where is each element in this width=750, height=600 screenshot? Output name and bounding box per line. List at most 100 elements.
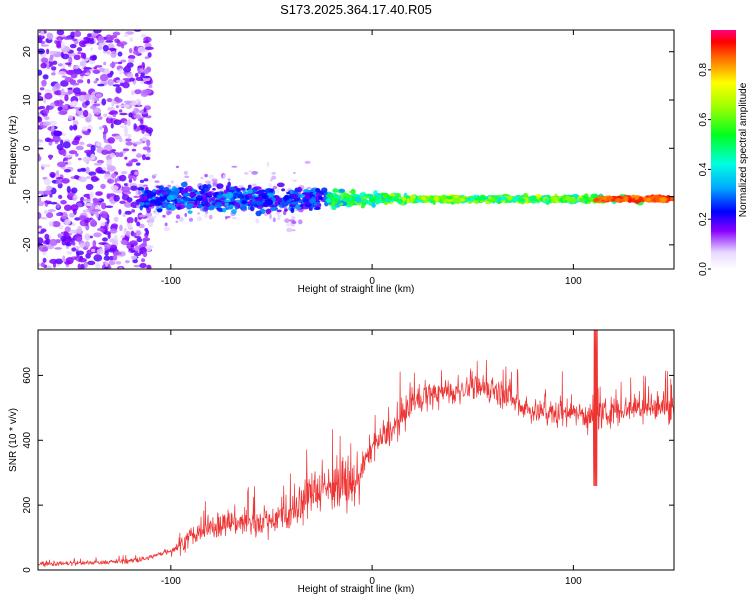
spectrogram-cell (160, 196, 166, 202)
spectrogram-cell (42, 250, 47, 256)
spectrogram-cell (103, 61, 107, 66)
snr-series-line (38, 330, 674, 568)
spectrogram-cell (276, 211, 280, 215)
spectrogram-cell (331, 205, 337, 210)
spectrogram-cell (433, 195, 440, 202)
spectrogram-cell (82, 130, 90, 135)
spectrogram-cell (146, 193, 154, 199)
spectrogram-y-label: Frequency (Hz) (8, 116, 19, 185)
spectrogram-cell (208, 197, 212, 203)
spectrogram-cell (117, 61, 123, 65)
spectrogram-cell (76, 47, 83, 52)
spectrogram-cell (61, 149, 67, 157)
spectrogram-cell (40, 44, 50, 47)
spectrogram-cell (252, 183, 257, 187)
spectrogram-cell (369, 198, 376, 203)
spectrogram-cell (277, 217, 281, 221)
spectrogram-cell (136, 237, 143, 243)
spectrogram-cell (225, 185, 230, 191)
spectrogram-cell (152, 192, 157, 197)
spectrogram-cell (48, 50, 58, 55)
spectrogram-cell (182, 193, 189, 198)
spectrogram-cell (77, 51, 82, 55)
spectrogram-cell (70, 204, 79, 212)
spectrogram-cell (48, 141, 53, 146)
spectrogram-cell (421, 196, 427, 201)
spectrogram-cell (97, 45, 103, 51)
spectrogram-cell (82, 198, 91, 202)
spectrogram-cell (101, 149, 109, 155)
colorbar-label: Normalized spectral amplitude (738, 82, 749, 217)
spectrogram-cell (57, 161, 66, 168)
spectrogram-cell (77, 79, 84, 84)
spectrogram-cell (143, 81, 152, 85)
chart-title: S173.2025.364.17.40.R05 (280, 2, 432, 17)
spectrogram-cell (65, 242, 72, 247)
spectrogram-cell (212, 187, 216, 191)
spectrogram-cell (48, 154, 53, 161)
spectrogram-cell (271, 171, 277, 175)
spectrogram-cell (212, 180, 218, 187)
spectrogram-cell (44, 210, 48, 214)
spectrogram-cell (75, 250, 85, 256)
spectrogram-cell (131, 209, 136, 213)
spectrogram-cell (107, 106, 115, 112)
spectrogram-cell (78, 40, 88, 48)
spectrogram-cell (134, 216, 138, 223)
spectrogram-cell (188, 191, 197, 198)
spectrogram-cell (93, 66, 98, 70)
spectrogram-cell (627, 197, 632, 204)
spectrogram-cell (46, 265, 52, 269)
spectrogram-cell (78, 257, 87, 263)
spectrogram-cell (61, 53, 70, 60)
spectrogram-cell (43, 200, 52, 204)
spectrogram-cell (72, 124, 78, 131)
spectrogram-cell (97, 116, 103, 120)
spectrogram-cell (80, 196, 85, 203)
y-tick-label: -20 (22, 237, 33, 252)
spectrogram-cell (49, 258, 58, 265)
spectrogram-cell (248, 170, 252, 173)
spectrogram-cell (466, 197, 471, 201)
spectrogram-cell (50, 201, 58, 205)
spectrogram-marks (38, 30, 674, 269)
spectrogram-cell (267, 183, 273, 188)
spectrogram-cell (298, 198, 303, 204)
spectrogram-cell (38, 111, 41, 116)
spectrogram-cell (73, 65, 79, 70)
spectrogram-cell (89, 32, 99, 37)
spectrogram-cell (41, 57, 49, 64)
spectrogram-cell (55, 170, 60, 176)
spectrogram-cell (139, 179, 145, 184)
spectrogram-cell (321, 187, 328, 193)
spectrogram-cell (60, 199, 67, 205)
spectrogram-cell (257, 195, 264, 202)
spectrogram-cell (115, 79, 124, 83)
spectrogram-cell (58, 110, 68, 115)
spectrogram-cell (338, 188, 345, 193)
spectrogram-cell (42, 108, 50, 115)
spectrogram-cell (63, 104, 69, 109)
spectrogram-cell (332, 188, 339, 193)
spectrogram-cell (128, 112, 133, 118)
spectrogram-cell (91, 218, 96, 224)
spectrogram-cell (56, 30, 65, 36)
spectrogram-cell (119, 224, 123, 232)
spectrogram-cell (290, 207, 295, 214)
spectrogram-cell (299, 204, 304, 207)
colorbar-tick-label: 0.2 (698, 212, 709, 226)
spectrogram-cell (121, 186, 131, 193)
spectrogram-cell (281, 188, 286, 192)
spectrogram-cell (216, 183, 224, 189)
spectrogram-cell (215, 201, 223, 208)
spectrogram-cell (112, 84, 121, 87)
spectrogram-cell (175, 220, 179, 223)
spectrogram-cell (489, 197, 496, 202)
spectrogram-cell (111, 172, 117, 179)
spectrogram-cell (195, 191, 201, 195)
spectrogram-cell (140, 119, 144, 125)
spectrogram-cell (92, 240, 97, 248)
spectrogram-cell (277, 197, 283, 203)
spectrogram-cell (40, 62, 47, 69)
spectrogram-cell (62, 255, 66, 263)
